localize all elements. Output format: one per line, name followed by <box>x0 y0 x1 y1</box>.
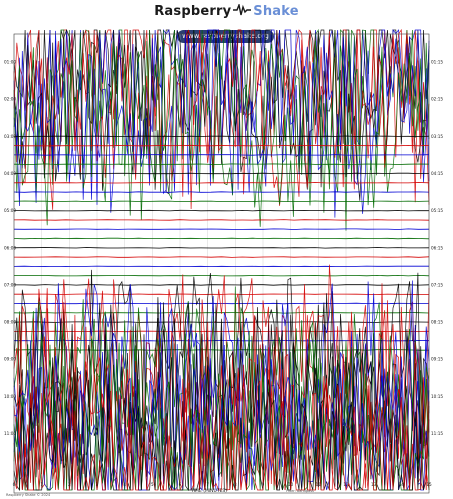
trace-line <box>13 286 430 479</box>
trace-line <box>13 302 430 305</box>
trace-line <box>13 219 430 221</box>
trace-line <box>14 154 430 156</box>
trace-line <box>13 247 430 249</box>
trace-line <box>13 264 430 472</box>
trace-line <box>13 144 430 147</box>
x-tick-label: 13 <box>371 482 377 487</box>
trace-line <box>13 265 429 268</box>
x-tick-label: 9 <box>262 482 265 487</box>
trace-line <box>13 228 430 230</box>
right-time-label: 07:15 <box>431 282 443 287</box>
x-tick-label: 8 <box>234 482 237 487</box>
x-tick-label: 0 <box>13 482 16 487</box>
x-tick-label: 7 <box>206 482 209 487</box>
left-time-label: 02:00 <box>4 97 16 102</box>
x-tick-label: 10 <box>288 482 294 487</box>
plot-frame <box>13 33 430 494</box>
right-time-label: 08:15 <box>431 320 443 325</box>
seismic-traces <box>13 28 430 492</box>
trace-line <box>13 135 430 138</box>
left-time-label: 01:00 <box>4 60 16 65</box>
x-tick-label: 1 <box>40 482 43 487</box>
brand-logo: Raspberry Shake <box>0 4 453 19</box>
right-time-label: 09:15 <box>431 357 443 362</box>
right-time-label: 03:15 <box>431 134 443 139</box>
x-tick-label: 15 <box>426 482 432 487</box>
trace-line <box>14 284 430 286</box>
right-time-label: 10:15 <box>431 394 443 399</box>
trace-line <box>13 200 430 203</box>
x-tick-labels: 0 1 2 3 4 5 6 7 8 9 10 11 12 13 14 15 <box>13 482 432 487</box>
trace-line <box>13 256 430 258</box>
trace-line <box>14 172 429 175</box>
footer-right-text: Filter: bandpass <box>286 489 314 493</box>
left-time-label: 04:00 <box>4 171 16 176</box>
header: Raspberry Shake www.raspberryshake.org <box>0 0 453 46</box>
trace-line <box>14 274 430 277</box>
right-time-labels: 01:15 02:15 03:15 04:15 05:15 06:15 07:15 08:15… <box>431 60 443 437</box>
trace-line <box>14 293 430 295</box>
brand-main-text: Raspberry <box>154 4 232 19</box>
right-time-label: 01:15 <box>431 60 443 65</box>
trace-line <box>14 209 430 212</box>
left-time-labels: 01:00 02:00 03:00 04:00 05:00 06:00 07:00 08:00… <box>4 60 16 437</box>
brand-accent-text: Shake <box>253 4 299 19</box>
x-tick-label: 5 <box>151 482 154 487</box>
left-time-label: 09:00 <box>4 357 16 362</box>
left-time-label: 08:00 <box>4 320 16 325</box>
trace-line <box>13 191 430 193</box>
right-time-label: 04:15 <box>431 171 443 176</box>
right-time-label: 06:15 <box>431 245 443 250</box>
trace-line <box>13 366 430 492</box>
left-time-label: 10:00 <box>4 394 16 399</box>
x-tick-label: 11 <box>316 482 322 487</box>
left-time-label: 06:00 <box>4 245 16 250</box>
trace-line <box>13 269 430 462</box>
footer-left-text: Raspberry Shake © 2024 <box>6 493 51 497</box>
trace-line <box>13 182 430 184</box>
x-tick-label: 2 <box>68 482 71 487</box>
left-time-label: 03:00 <box>4 134 16 139</box>
trace-line <box>13 374 430 492</box>
seismic-wave-icon <box>233 4 252 16</box>
x-tick-label: 3 <box>96 482 99 487</box>
trace-line <box>13 237 430 240</box>
x-tick-label: 6 <box>179 482 182 487</box>
right-time-label: 11:15 <box>431 431 443 436</box>
right-time-label: 05:15 <box>431 208 443 213</box>
left-time-label: 07:00 <box>4 282 16 287</box>
x-tick-label: 12 <box>343 482 349 487</box>
right-time-label: 02:15 <box>431 97 443 102</box>
trace-line <box>13 163 430 165</box>
x-tick-label: 14 <box>399 482 405 487</box>
trace-line <box>13 336 430 491</box>
left-time-label: 05:00 <box>4 208 16 213</box>
x-axis-label: TIME (MINUTES) <box>190 488 227 494</box>
left-time-label: 11:00 <box>4 431 16 436</box>
x-tick-label: 4 <box>123 482 126 487</box>
